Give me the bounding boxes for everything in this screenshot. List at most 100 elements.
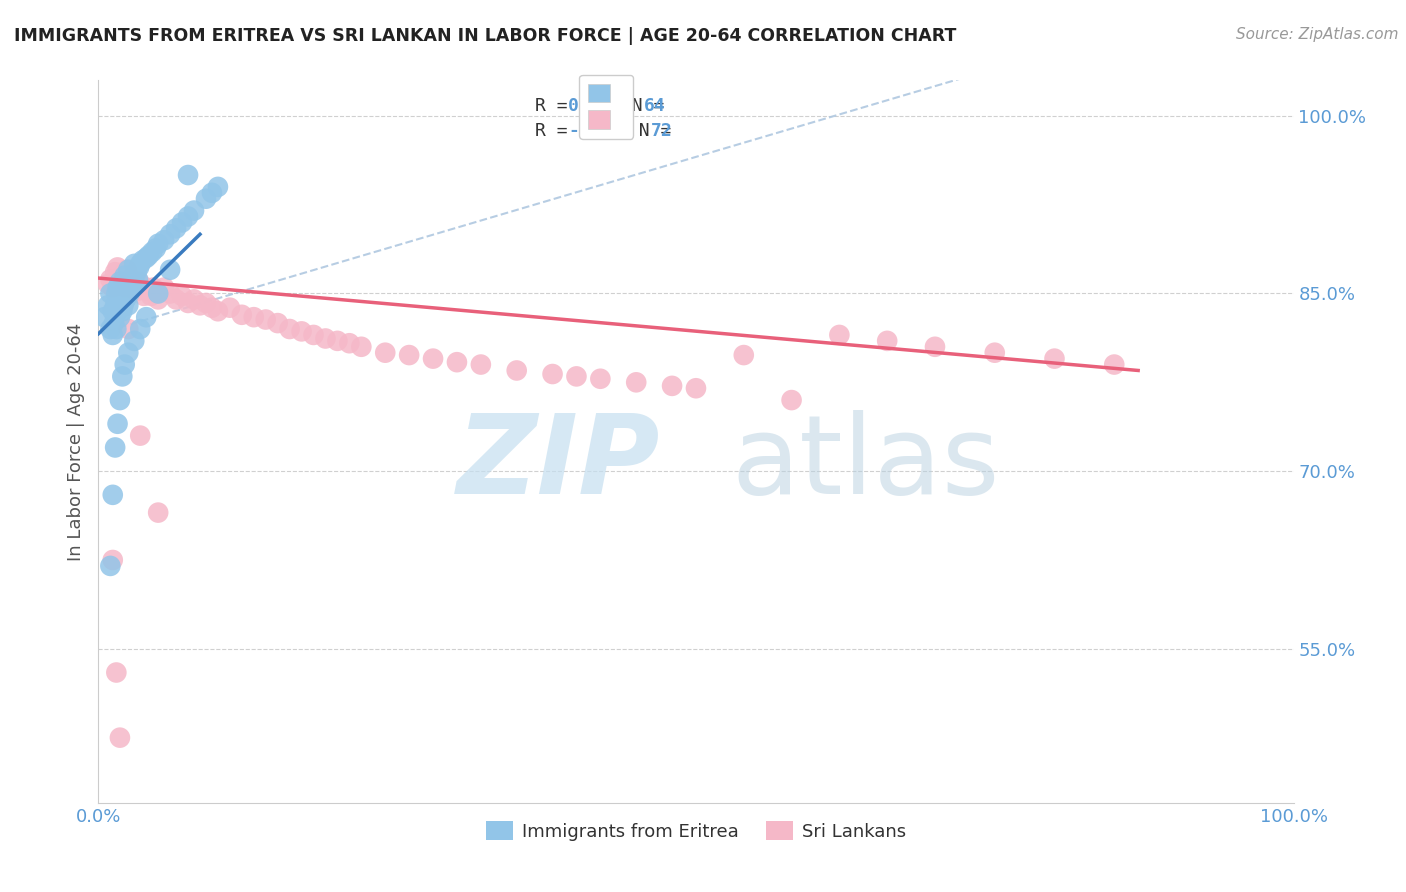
Point xyxy=(148,293,170,307)
Point xyxy=(93,310,115,325)
Point xyxy=(138,284,160,298)
Point xyxy=(139,289,162,303)
Point xyxy=(177,296,200,310)
Point xyxy=(107,298,129,312)
Point xyxy=(153,233,176,247)
Point xyxy=(131,253,153,268)
Point xyxy=(120,275,142,289)
Point xyxy=(104,441,127,455)
Point xyxy=(148,236,170,251)
Text: 64: 64 xyxy=(644,96,665,114)
Point xyxy=(115,262,138,277)
Point xyxy=(124,268,146,283)
Point xyxy=(108,275,131,289)
Point xyxy=(115,280,138,294)
Text: N =: N = xyxy=(617,122,682,140)
Text: -0.081: -0.081 xyxy=(568,122,633,140)
Point xyxy=(201,301,224,315)
Text: 0.195: 0.195 xyxy=(568,96,623,114)
Point xyxy=(446,355,468,369)
Point xyxy=(506,363,529,377)
Point xyxy=(207,304,229,318)
Text: N =: N = xyxy=(610,96,675,114)
Point xyxy=(98,322,122,336)
Point xyxy=(121,272,143,286)
Point xyxy=(98,272,122,286)
Point xyxy=(302,327,325,342)
Point xyxy=(107,280,129,294)
Point xyxy=(129,428,152,442)
Point xyxy=(124,277,146,291)
Point xyxy=(110,293,132,307)
Point xyxy=(105,286,128,301)
Point xyxy=(115,293,138,307)
Y-axis label: In Labor Force | Age 20-64: In Labor Force | Age 20-64 xyxy=(66,322,84,561)
Point xyxy=(112,298,135,312)
Point xyxy=(201,186,224,200)
Point xyxy=(231,308,253,322)
Point xyxy=(114,268,136,283)
Point xyxy=(148,506,170,520)
Text: R =: R = xyxy=(534,122,578,140)
Legend: Immigrants from Eritrea, Sri Lankans: Immigrants from Eritrea, Sri Lankans xyxy=(478,814,914,848)
Point xyxy=(108,731,131,745)
Point xyxy=(278,322,301,336)
Point xyxy=(107,260,129,275)
Point xyxy=(374,345,396,359)
Point xyxy=(177,210,200,224)
Point xyxy=(111,268,134,283)
Point xyxy=(188,298,211,312)
Point xyxy=(111,369,134,384)
Point xyxy=(98,286,122,301)
Point xyxy=(165,293,187,307)
Point xyxy=(135,310,157,325)
Text: R =: R = xyxy=(534,96,578,114)
Text: 72: 72 xyxy=(651,122,672,140)
Point xyxy=(159,262,181,277)
Point xyxy=(125,265,148,279)
Point xyxy=(108,393,131,408)
Point xyxy=(131,280,153,294)
Point xyxy=(114,280,136,294)
Point xyxy=(111,280,134,294)
Point xyxy=(105,665,128,680)
Point xyxy=(183,203,205,218)
Point xyxy=(117,298,139,312)
Point xyxy=(103,316,125,330)
Point xyxy=(111,304,134,318)
Point xyxy=(148,286,170,301)
Point xyxy=(195,296,218,310)
Point xyxy=(101,488,124,502)
Point xyxy=(125,284,148,298)
Point xyxy=(541,367,564,381)
Point xyxy=(108,277,131,291)
Point xyxy=(141,245,163,260)
Point xyxy=(153,280,176,294)
Point xyxy=(107,304,129,318)
Point xyxy=(828,327,851,342)
Point xyxy=(243,310,266,325)
Point xyxy=(661,379,683,393)
Point xyxy=(626,376,648,390)
Point xyxy=(165,221,187,235)
Point xyxy=(129,257,152,271)
Point xyxy=(128,260,150,275)
Point xyxy=(267,316,290,330)
Point xyxy=(129,322,152,336)
Point xyxy=(145,242,167,256)
Point xyxy=(117,345,139,359)
Point xyxy=(105,322,128,336)
Point xyxy=(118,286,141,301)
Point xyxy=(101,304,124,318)
Point xyxy=(172,215,194,229)
Point xyxy=(101,280,124,294)
Point xyxy=(315,331,337,345)
Point xyxy=(589,372,612,386)
Point xyxy=(135,280,157,294)
Text: IMMIGRANTS FROM ERITREA VS SRI LANKAN IN LABOR FORCE | AGE 20-64 CORRELATION CHA: IMMIGRANTS FROM ERITREA VS SRI LANKAN IN… xyxy=(14,27,956,45)
Text: atlas: atlas xyxy=(733,409,1000,516)
Point xyxy=(177,168,200,182)
Point xyxy=(145,286,167,301)
Point xyxy=(124,334,146,348)
Point xyxy=(254,312,277,326)
